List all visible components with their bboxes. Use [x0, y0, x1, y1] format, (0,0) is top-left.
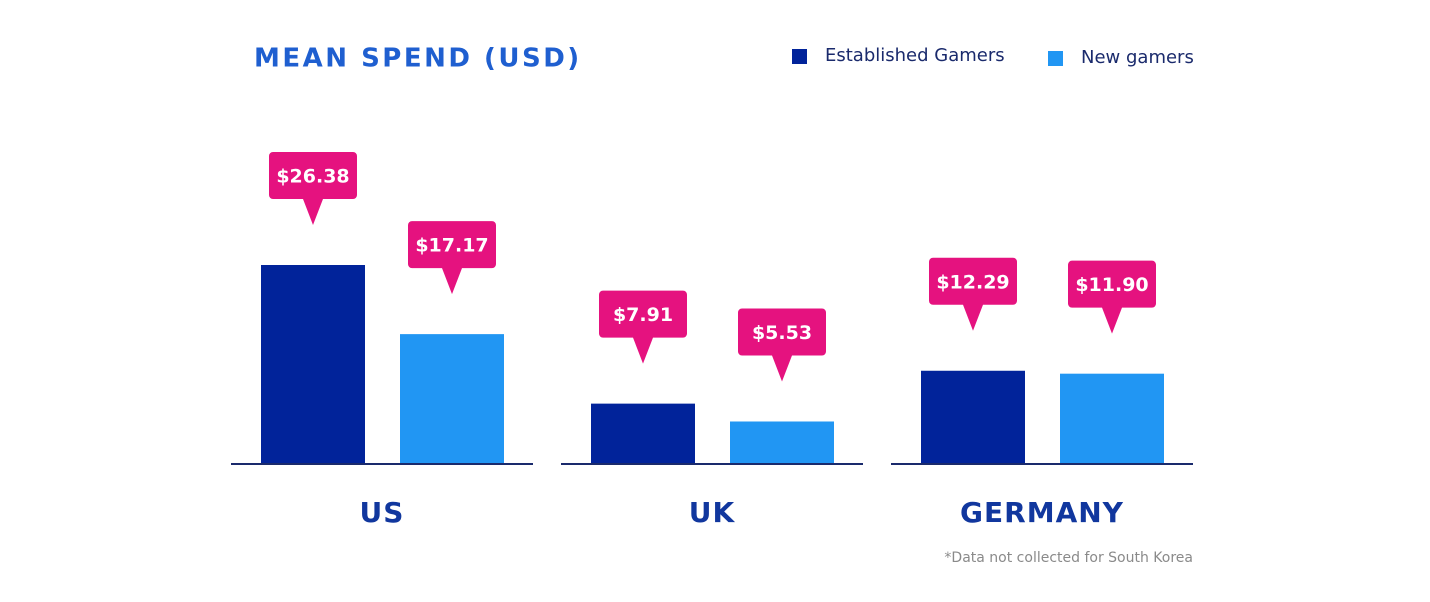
bar [400, 334, 504, 463]
bar [591, 403, 695, 463]
value-callout [269, 152, 357, 225]
value-label: $26.38 [276, 166, 349, 188]
value-label: $12.29 [936, 271, 1009, 293]
bar [730, 421, 834, 463]
category-label: UK [689, 496, 736, 529]
value-callout [738, 308, 826, 382]
bar [1060, 373, 1164, 463]
footnote: *Data not collected for South Korea [944, 550, 1193, 566]
value-callout [599, 290, 687, 364]
legend-label: Established Gamers [825, 45, 1005, 66]
category-label: US [360, 496, 405, 529]
value-callout [408, 221, 496, 295]
category-label: GERMANY [960, 496, 1124, 529]
legend-swatch [792, 49, 807, 64]
legend-label: New gamers [1081, 47, 1194, 68]
value-callout [929, 257, 1017, 331]
bar [921, 370, 1025, 463]
legend-swatch [1048, 51, 1063, 66]
bar [261, 265, 365, 463]
value-callout [1068, 260, 1156, 334]
value-label: $11.90 [1075, 274, 1148, 296]
value-label: $17.17 [415, 235, 488, 257]
value-label: $7.91 [613, 304, 673, 326]
chart-title: MEAN SPEND (USD) [254, 44, 582, 74]
value-label: $5.53 [752, 322, 812, 344]
